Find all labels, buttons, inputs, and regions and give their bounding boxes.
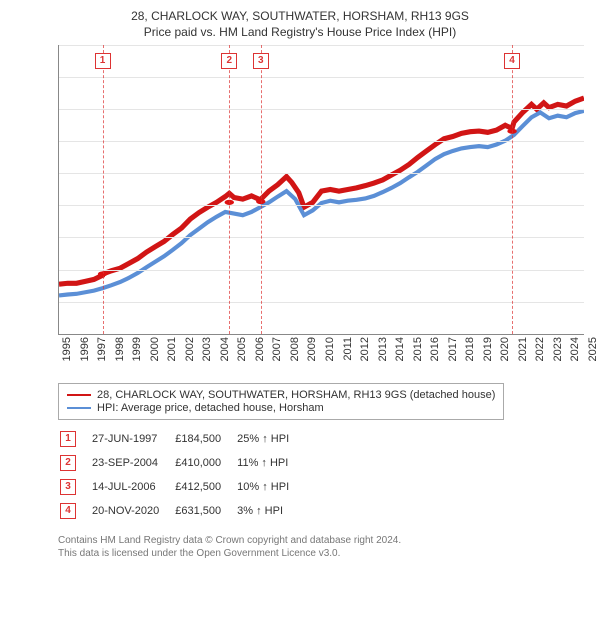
x-axis-label: 2023 (552, 337, 564, 361)
event-date: 23-SEP-2004 (92, 452, 173, 474)
legend-swatch (67, 407, 91, 409)
y-axis-label: £0 (58, 328, 59, 335)
event-badge: 2 (221, 53, 237, 69)
x-axis-label: 2008 (289, 337, 301, 361)
event-date: 27-JUN-1997 (92, 428, 173, 450)
event-row: 3 14-JUL-2006£412,50010% ↑ HPI (60, 476, 303, 498)
footnote: Contains HM Land Registry data © Crown c… (58, 534, 580, 560)
chart-title: 28, CHARLOCK WAY, SOUTHWATER, HORSHAM, R… (10, 8, 590, 25)
x-axis-label: 2001 (166, 337, 178, 361)
gridline-h (59, 141, 584, 142)
event-badge: 1 (95, 53, 111, 69)
event-badge: 4 (504, 53, 520, 69)
event-price: £412,500 (175, 476, 235, 498)
x-axis-label: 2019 (482, 337, 494, 361)
legend-item: 28, CHARLOCK WAY, SOUTHWATER, HORSHAM, R… (67, 389, 495, 401)
gridline-h (59, 205, 584, 206)
x-axis-label: 2022 (534, 337, 546, 361)
event-price: £631,500 (175, 500, 235, 522)
x-axis-label: 1996 (79, 337, 91, 361)
event-pct: 11% ↑ HPI (237, 452, 303, 474)
event-line (512, 45, 513, 334)
y-axis-label: £100K (58, 296, 59, 308)
x-axis-labels: 1995 1996 1997 1998 1999 2000 2001 2002 2003 2004… (58, 335, 584, 375)
legend-item: HPI: Average price, detached house, Hors… (67, 402, 495, 414)
y-axis-label: £500K (58, 167, 59, 179)
y-axis-label: £600K (58, 135, 59, 147)
gridline-h (59, 173, 584, 174)
x-axis-label: 2015 (412, 337, 424, 361)
y-axis-label: £900K (58, 45, 59, 51)
gridline-h (59, 237, 584, 238)
footnote-line-2: This data is licensed under the Open Gov… (58, 548, 340, 559)
x-axis-label: 2014 (394, 337, 406, 361)
gridline-h (59, 109, 584, 110)
y-axis-label: £200K (58, 264, 59, 276)
events-table: 1 27-JUN-1997£184,50025% ↑ HPI 2 23-SEP-200… (58, 426, 305, 524)
event-number: 2 (60, 455, 76, 471)
event-pct: 25% ↑ HPI (237, 428, 303, 450)
legend: 28, CHARLOCK WAY, SOUTHWATER, HORSHAM, R… (58, 383, 504, 420)
x-axis-label: 2006 (254, 337, 266, 361)
x-axis-label: 2005 (236, 337, 248, 361)
chart-container: 28, CHARLOCK WAY, SOUTHWATER, HORSHAM, R… (0, 0, 600, 568)
x-axis-label: 2003 (201, 337, 213, 361)
gridline-h (59, 45, 584, 46)
gridline-h (59, 77, 584, 78)
chart-subtitle: Price paid vs. HM Land Registry's House … (10, 25, 590, 39)
y-axis-label: £400K (58, 199, 59, 211)
x-axis-label: 2025 (587, 337, 599, 361)
x-axis-label: 2024 (569, 337, 581, 361)
event-badge: 3 (253, 53, 269, 69)
x-axis-label: 1997 (96, 337, 108, 361)
legend-label: HPI: Average price, detached house, Hors… (97, 402, 324, 414)
x-axis-label: 1995 (61, 337, 73, 361)
event-line (229, 45, 230, 334)
series-hpi (59, 111, 584, 296)
event-number: 1 (60, 431, 76, 447)
legend-swatch (67, 394, 91, 396)
x-axis-label: 2011 (342, 337, 354, 361)
x-axis-label: 2009 (306, 337, 318, 361)
y-axis-label: £300K (58, 231, 59, 243)
gridline-h (59, 270, 584, 271)
x-axis-label: 2016 (429, 337, 441, 361)
x-axis-label: 2012 (359, 337, 371, 361)
x-axis-label: 1998 (114, 337, 126, 361)
y-axis-label: £700K (58, 103, 59, 115)
event-row: 4 20-NOV-2020£631,5003% ↑ HPI (60, 500, 303, 522)
event-number: 3 (60, 479, 76, 495)
event-line (261, 45, 262, 334)
legend-label: 28, CHARLOCK WAY, SOUTHWATER, HORSHAM, R… (97, 389, 495, 401)
event-row: 1 27-JUN-1997£184,50025% ↑ HPI (60, 428, 303, 450)
x-axis-label: 2004 (219, 337, 231, 361)
x-axis-label: 2017 (447, 337, 459, 361)
event-date: 20-NOV-2020 (92, 500, 173, 522)
x-axis-label: 2007 (271, 337, 283, 361)
chart-svg (59, 45, 584, 334)
x-axis-label: 2002 (184, 337, 196, 361)
x-axis-label: 2018 (464, 337, 476, 361)
event-pct: 3% ↑ HPI (237, 500, 303, 522)
event-price: £410,000 (175, 452, 235, 474)
x-axis-label: 2000 (149, 337, 161, 361)
event-line (103, 45, 104, 334)
event-row: 2 23-SEP-2004£410,00011% ↑ HPI (60, 452, 303, 474)
x-axis-label: 2010 (324, 337, 336, 361)
event-date: 14-JUL-2006 (92, 476, 173, 498)
gridline-h (59, 302, 584, 303)
event-price: £184,500 (175, 428, 235, 450)
event-number: 4 (60, 503, 76, 519)
plot-region: £0 £100K £200K £300K £400K £500K £600K £700K £80… (58, 45, 584, 335)
y-axis-label: £800K (58, 71, 59, 83)
x-axis-label: 1999 (131, 337, 143, 361)
event-pct: 10% ↑ HPI (237, 476, 303, 498)
chart-area: £0 £100K £200K £300K £400K £500K £600K £700K £80… (58, 45, 584, 375)
series-property (59, 98, 584, 284)
x-axis-label: 2020 (499, 337, 511, 361)
x-axis-label: 2021 (517, 337, 529, 361)
footnote-line-1: Contains HM Land Registry data © Crown c… (58, 535, 401, 546)
x-axis-label: 2013 (377, 337, 389, 361)
